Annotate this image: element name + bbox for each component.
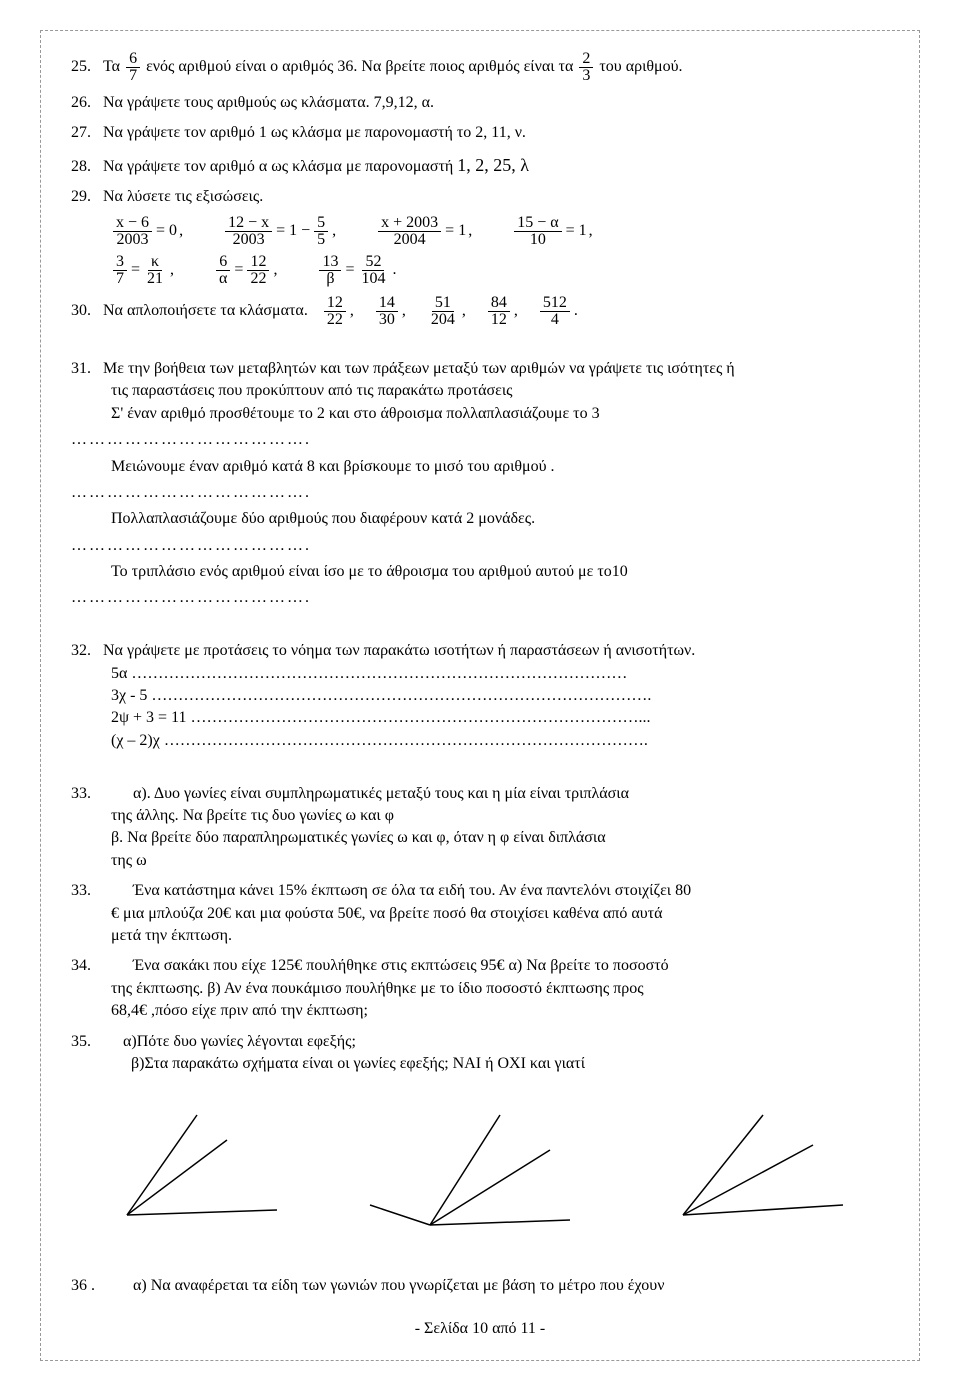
text: β. Να βρείτε δύο παραπληρωματικές γωνίες… bbox=[111, 827, 889, 849]
fraction: 6 7 bbox=[126, 51, 140, 84]
text: Το τριπλάσιο ενός αριθμού είναι ίσο με τ… bbox=[111, 561, 889, 583]
problem-number: 33. bbox=[71, 880, 99, 902]
problem-36: 36 . α) Να αναφέρεται τα είδη των γωνιών… bbox=[71, 1275, 889, 1297]
angle-figure-3 bbox=[653, 1105, 853, 1225]
problem-26: 26. Να γράψετε τους αριθμούς ως κλάσματα… bbox=[71, 92, 889, 114]
text: της ω bbox=[111, 850, 889, 872]
problem-33b: 33. Ένα κατάστημα κάνει 15% έκπτωση σε ό… bbox=[71, 880, 889, 947]
problem-number: 31. bbox=[71, 358, 99, 380]
blank-line: …………………………………. bbox=[71, 587, 889, 609]
text: α). Δυο γωνίες είναι συμπληρωματικές μετ… bbox=[133, 785, 629, 802]
subitem: 5α ………………………………………………………………………………… bbox=[111, 663, 889, 685]
problem-number: 30. bbox=[71, 300, 99, 322]
subitem: 3χ - 5 …………………………………………………………………………………. bbox=[111, 685, 889, 707]
text: Να γράψετε τους αριθμούς ως κλάσματα. 7,… bbox=[103, 94, 434, 111]
problem-number: 27. bbox=[71, 122, 99, 144]
text: Πολλαπλασιάζουμε δύο αριθμούς που διαφέρ… bbox=[111, 508, 889, 530]
text: Με την βοήθεια των μεταβλητών και των πρ… bbox=[103, 360, 735, 377]
text: Σ' έναν αριθμό προσθέτουμε το 2 και στο … bbox=[111, 403, 889, 425]
text: της έκπτωσης. β) Αν ένα πουκάμισο πουλήθ… bbox=[111, 978, 889, 1000]
equation: x − 62003 = 0, bbox=[111, 215, 183, 248]
problem-29: 29. Να λύσετε τις εξισώσεις. x − 62003 =… bbox=[71, 186, 889, 286]
text: μετά την έκπτωση. bbox=[111, 925, 889, 947]
problem-31: 31. Με την βοήθεια των μεταβλητών και τω… bbox=[71, 358, 889, 610]
equation: 37 = κ21, bbox=[111, 254, 174, 287]
problem-number: 35. bbox=[71, 1031, 99, 1053]
text: Μειώνουμε έναν αριθμό κατά 8 και βρίσκου… bbox=[111, 456, 889, 478]
problem-25: 25. Τα 6 7 ενός αριθμού είναι ο αριθμός … bbox=[71, 51, 889, 84]
problem-number: 25. bbox=[71, 56, 99, 78]
blank-line: …………………………………. bbox=[71, 535, 889, 557]
problem-number: 34. bbox=[71, 955, 99, 977]
equation-row-2: 37 = κ21, 6α = 1222, 13β = 52104. bbox=[111, 254, 889, 287]
equation: 15 − α10 = 1, bbox=[512, 215, 592, 248]
problem-27: 27. Να γράψετε τον αριθμό 1 ως κλάσμα με… bbox=[71, 122, 889, 144]
problem-number: 28. bbox=[71, 156, 99, 178]
text: Ένα κατάστημα κάνει 15% έκπτωση σε όλα τ… bbox=[133, 882, 691, 899]
equation: x + 20032004 = 1, bbox=[376, 215, 472, 248]
text: Να απλοποιήσετε τα κλάσματα. bbox=[103, 300, 308, 322]
equation: 13β = 52104. bbox=[317, 254, 396, 287]
text: Να γράψετε με προτάσεις το νόημα των παρ… bbox=[103, 642, 695, 659]
angle-figure-2 bbox=[360, 1105, 580, 1235]
text: Να λύσετε τις εξισώσεις. bbox=[103, 188, 263, 205]
text: β)Στα παρακάτω σχήματα είναι οι γωνίες ε… bbox=[131, 1053, 889, 1075]
fraction: 2 3 bbox=[579, 51, 593, 84]
page-footer: - Σελίδα 10 από 11 - bbox=[71, 1318, 889, 1340]
problem-35: 35. α)Πότε δυο γωνίες λέγονται εφεξής; β… bbox=[71, 1031, 889, 1076]
text: Τα bbox=[103, 56, 120, 78]
angle-diagrams bbox=[71, 1105, 889, 1235]
equation: 12 − x2003 = 1 − 55, bbox=[223, 215, 336, 248]
text: Να γράψετε τον αριθμό 1 ως κλάσμα με παρ… bbox=[103, 124, 526, 141]
text: α)Πότε δυο γωνίες λέγονται εφεξής; bbox=[123, 1033, 356, 1050]
problem-number: 29. bbox=[71, 186, 99, 208]
page-content: 25. Τα 6 7 ενός αριθμού είναι ο αριθμός … bbox=[40, 30, 920, 1361]
text: του αριθμού. bbox=[599, 56, 682, 78]
problem-number: 33. bbox=[71, 783, 99, 805]
text: € μια μπλούζα 20€ και μια φούστα 50€, να… bbox=[111, 903, 889, 925]
problem-34: 34. Ένα σακάκι που είχε 125€ πουλήθηκε σ… bbox=[71, 955, 889, 1022]
problem-32: 32. Να γράψετε με προτάσεις το νόημα των… bbox=[71, 640, 889, 752]
problem-number: 32. bbox=[71, 640, 99, 662]
text: Ένα σακάκι που είχε 125€ πουλήθηκε στις … bbox=[133, 957, 669, 974]
equation-row-1: x − 62003 = 0, 12 − x2003 = 1 − 55, x + … bbox=[111, 215, 889, 248]
subitem: (χ – 2)χ ………………………………………………………………………………. bbox=[111, 730, 889, 752]
text: τις παραστάσεις που προκύπτουν από τις π… bbox=[111, 380, 889, 402]
text: ενός αριθμού είναι ο αριθμός 36. Να βρεί… bbox=[146, 56, 573, 78]
text: 68,4€ ,πόσο είχε πριν από την έκπτωση; bbox=[111, 1000, 889, 1022]
problem-30: 30. Να απλοποιήσετε τα κλάσματα. 1222, 1… bbox=[71, 295, 889, 328]
blank-line: …………………………………. bbox=[71, 482, 889, 504]
text: Να γράψετε τον αριθμό α ως κλάσμα με παρ… bbox=[103, 158, 457, 175]
problem-number: 26. bbox=[71, 92, 99, 114]
problem-28: 28. Να γράψετε τον αριθμό α ως κλάσμα με… bbox=[71, 153, 889, 178]
subitem: 2ψ + 3 = 11 …………………………………………………………………………… bbox=[111, 707, 889, 729]
angle-figure-1 bbox=[107, 1105, 287, 1225]
text: 1, 2, 25, λ bbox=[457, 155, 529, 175]
equation: 6α = 1222, bbox=[214, 254, 277, 287]
blank-line: …………………………………. bbox=[71, 429, 889, 451]
text: της άλλης. Να βρείτε τις δυο γωνίες ω κα… bbox=[111, 805, 889, 827]
problem-number: 36 . bbox=[71, 1275, 99, 1297]
problem-33a: 33. α). Δυο γωνίες είναι συμπληρωματικές… bbox=[71, 783, 889, 873]
text: α) Να αναφέρεται τα είδη των γωνιών που … bbox=[133, 1277, 664, 1294]
